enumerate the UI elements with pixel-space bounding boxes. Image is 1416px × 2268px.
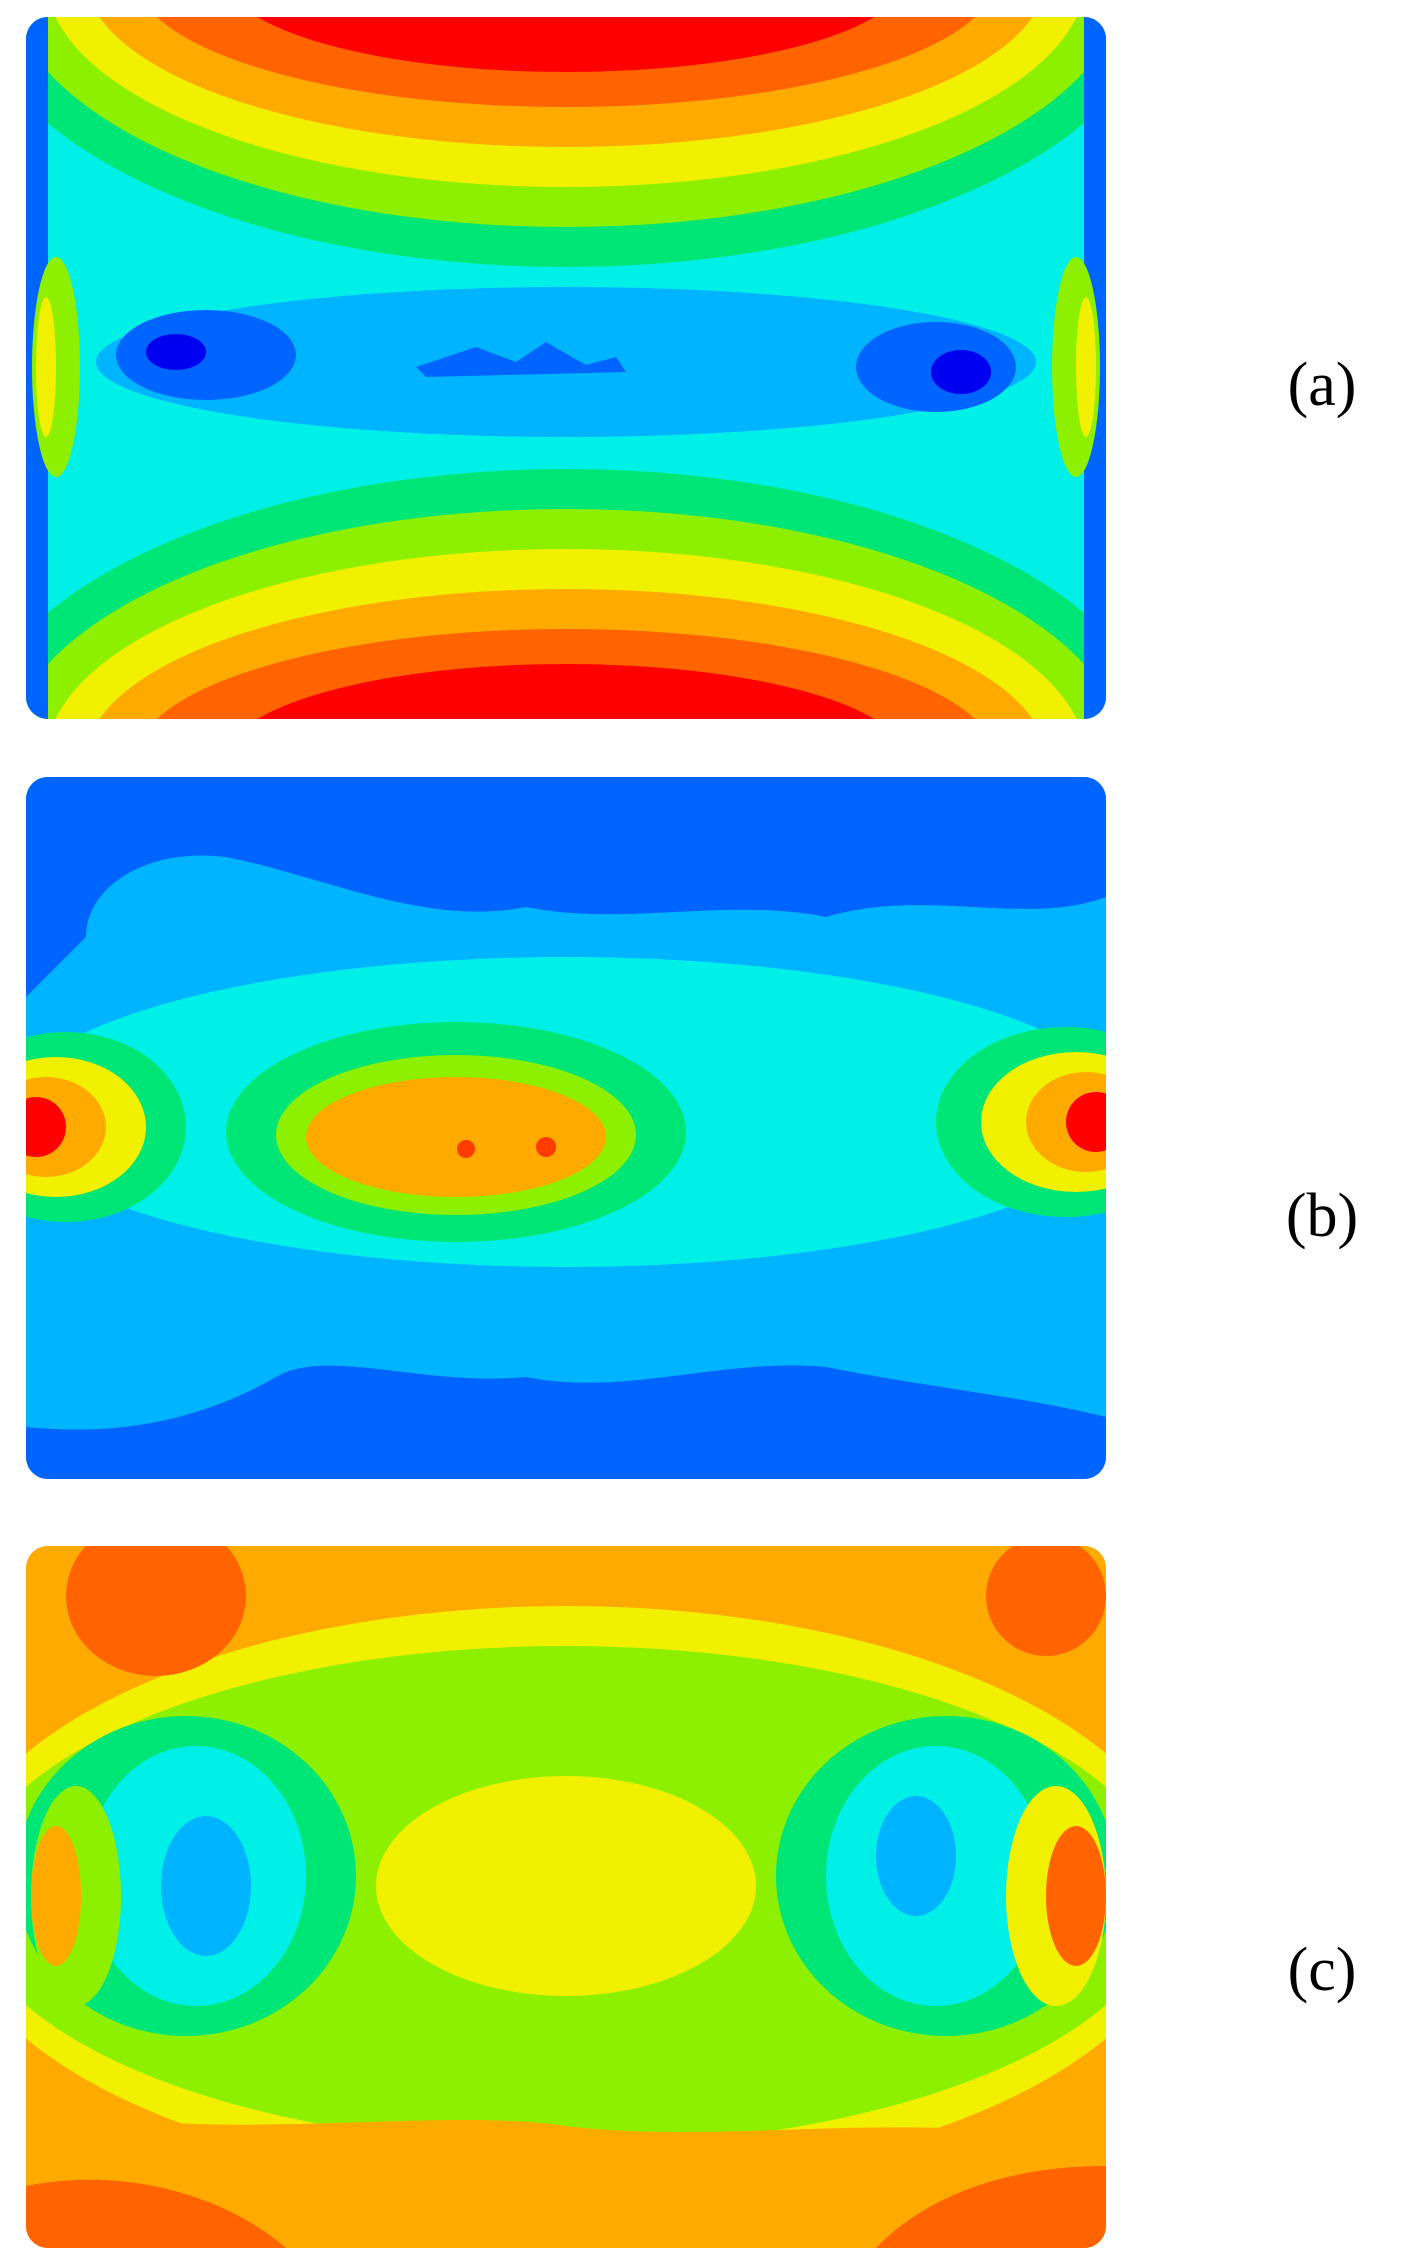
panel-label: (a) [1288, 351, 1357, 419]
panel-label: (c) [1288, 1936, 1357, 2004]
contour-plot-c [26, 1546, 1106, 2248]
top-lobe [26, 17, 1106, 267]
panel-label: (b) [1286, 1182, 1358, 1250]
bottom-lobe [26, 469, 1106, 719]
contour-plot-a [26, 17, 1106, 719]
contour-plot-b [26, 777, 1106, 1479]
